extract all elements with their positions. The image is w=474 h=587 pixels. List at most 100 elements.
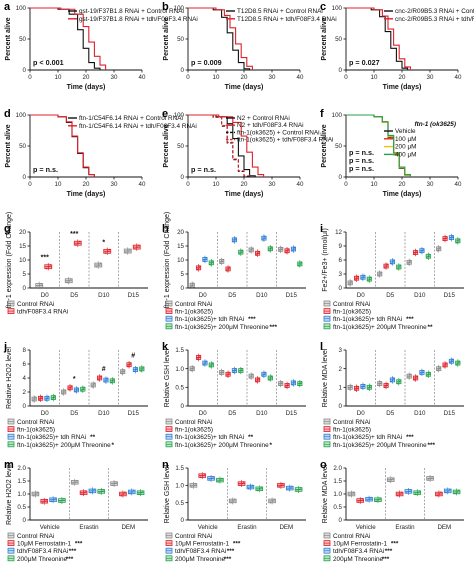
data-point — [129, 492, 131, 495]
data-point — [420, 373, 422, 375]
panel-letter: b — [162, 1, 169, 13]
data-point — [427, 479, 430, 481]
data-point — [426, 375, 429, 377]
legend-label: ftn-1(ok3625)+ 200μM Threonine — [17, 442, 111, 449]
x-tick-label: Erastin — [237, 524, 257, 531]
survival-curve-2 — [188, 114, 265, 177]
data-point — [89, 491, 92, 494]
legend-label: ftn-1(ok3625) — [175, 309, 213, 316]
data-point — [204, 362, 207, 364]
y-tick-label: 50 — [335, 143, 342, 150]
y-tick-label: 0 — [23, 285, 27, 292]
data-point — [75, 479, 78, 482]
y-axis-label: Relative GSH level — [164, 464, 171, 523]
data-point — [269, 248, 272, 250]
x-tick-label: D10 — [256, 410, 268, 417]
data-point — [413, 253, 416, 256]
data-point — [83, 491, 85, 494]
data-point — [191, 284, 194, 286]
data-point — [445, 491, 447, 494]
y-tick-label: 50 — [19, 143, 26, 150]
panel-letter: m — [4, 459, 14, 471]
data-point — [361, 498, 364, 500]
legend-significance: *** — [69, 548, 77, 555]
data-point — [32, 494, 35, 497]
data-point — [36, 491, 39, 494]
legend-label: T12D8.5 RNAi + tdh/F08F3.4 RNAi — [237, 16, 337, 23]
data-point — [34, 396, 37, 399]
data-point — [290, 485, 293, 488]
data-point — [449, 362, 452, 364]
x-tick-label: 10 — [55, 74, 62, 81]
data-point — [221, 371, 223, 374]
y-axis-label: ftn-1 expression (Fold Change) — [164, 212, 171, 309]
data-point — [63, 391, 65, 393]
data-point — [448, 488, 451, 491]
legend-label: ftn-1(ok3625)+ tdh RNAi — [333, 434, 402, 441]
y-tick-label: 3 — [339, 271, 343, 278]
data-point — [379, 497, 381, 499]
legend-label: N2 + Control RNAi — [237, 115, 290, 122]
data-point — [436, 369, 439, 372]
y-axis-label: Percent alive — [321, 124, 328, 167]
y-axis-label: Relative H2O2 level — [6, 463, 13, 525]
data-point — [108, 248, 111, 251]
y-tick-label: 50 — [177, 143, 184, 150]
data-point — [102, 488, 105, 491]
y-tick-label: 20 — [177, 229, 184, 236]
y-tick-label: 1.0 — [333, 491, 342, 498]
data-point — [299, 487, 302, 489]
legend-label: 200μM Threonine — [17, 556, 68, 563]
data-point — [221, 260, 223, 263]
data-point — [80, 390, 83, 392]
data-point — [199, 265, 201, 267]
data-point — [194, 482, 197, 485]
legend-significance: *** — [385, 548, 393, 555]
data-point — [222, 369, 224, 372]
data-point — [280, 248, 282, 251]
data-point — [41, 395, 43, 398]
data-point — [141, 490, 144, 492]
x-tick-label: 10 — [213, 181, 220, 188]
panel-letter: e — [162, 108, 168, 120]
data-point — [287, 382, 290, 385]
data-point — [298, 488, 300, 491]
data-point — [360, 499, 362, 502]
chart-title: ftn-1 (ok3625) — [414, 121, 456, 128]
data-point — [352, 491, 355, 494]
data-point — [291, 383, 294, 386]
y-tick-label: 1.0 — [175, 483, 184, 490]
data-point — [377, 384, 380, 387]
data-point — [127, 365, 129, 368]
data-point — [286, 249, 289, 252]
legend-label: T12D8.5 RNAi + Control RNAi — [237, 8, 323, 15]
data-point — [431, 475, 433, 478]
data-point — [190, 286, 192, 288]
panel-letter: h — [162, 223, 169, 235]
data-point — [217, 480, 220, 483]
panel-letter: k — [162, 341, 169, 353]
data-point — [120, 372, 123, 375]
data-point — [210, 364, 213, 366]
data-point — [234, 239, 236, 241]
survival-curve-2 — [346, 7, 411, 70]
data-point — [72, 483, 74, 485]
x-tick-label: 20 — [399, 74, 406, 81]
x-tick-label: 40 — [139, 181, 146, 188]
legend-label: ftn-1/C54F6.14 RNAi + tdh/F08F3.4 RNAi — [79, 123, 197, 130]
data-point — [270, 246, 273, 248]
data-point — [445, 362, 448, 364]
data-point — [455, 241, 458, 244]
legend-significance: *** — [248, 316, 256, 323]
legend-label: Control RNAi — [333, 533, 370, 540]
data-point — [377, 498, 380, 501]
data-point — [456, 491, 458, 493]
p-value: p = 0.027 — [349, 58, 380, 67]
data-point — [416, 375, 418, 378]
data-point — [366, 500, 369, 502]
x-tick-label: 40 — [297, 181, 304, 188]
data-point — [271, 500, 274, 502]
legend-label: ftn-1(ok3625)+ 200μM Threonine — [333, 442, 427, 449]
data-point — [367, 388, 370, 390]
